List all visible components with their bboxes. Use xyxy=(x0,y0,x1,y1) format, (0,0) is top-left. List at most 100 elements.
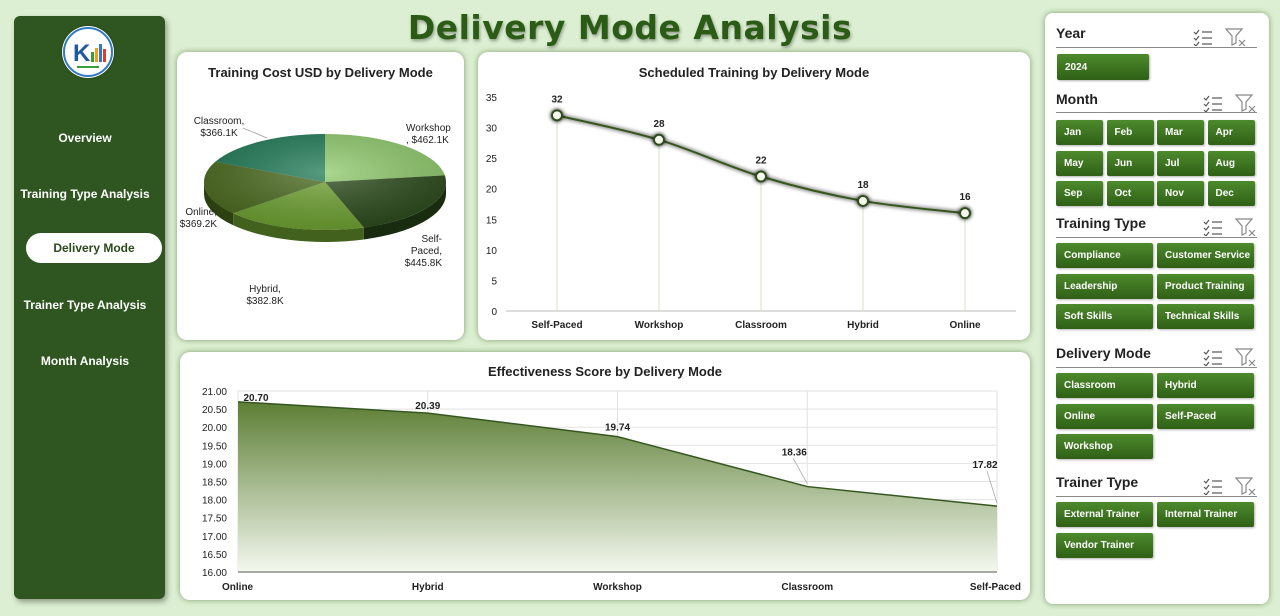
month-chip-nov[interactable]: Nov xyxy=(1157,181,1204,206)
training-type-slicer-title: Training Type xyxy=(1056,215,1146,231)
delivery-mode-chip-online[interactable]: Online xyxy=(1056,403,1153,429)
clear-filter-icon[interactable] xyxy=(1225,28,1247,46)
month-chip-may[interactable]: May xyxy=(1056,150,1103,176)
pie-data-label-line: $382.8K xyxy=(246,296,284,307)
pie-highlight xyxy=(204,134,446,230)
month-chip-jun[interactable]: Jun xyxy=(1106,150,1154,176)
svg-text:K: K xyxy=(73,40,91,67)
area-y-tick-label: 21.00 xyxy=(202,387,227,398)
pie-data-label-line: $366.1K xyxy=(200,128,238,139)
month-chip-apr[interactable]: Apr xyxy=(1207,120,1255,145)
training-type-chip-technical-skills[interactable]: Technical Skills xyxy=(1157,304,1254,329)
multi-select-icon[interactable] xyxy=(1203,94,1223,112)
trainer-type-slicer-title: Trainer Type xyxy=(1056,474,1139,490)
line-y-tick-label: 10 xyxy=(486,246,498,257)
line-x-tick-label-workshop: Workshop xyxy=(635,320,684,331)
month-chip-jul[interactable]: Jul xyxy=(1157,150,1204,176)
area-y-tick-label: 20.00 xyxy=(202,423,227,434)
nav-delivery-mode[interactable]: Delivery Mode xyxy=(26,233,162,263)
clear-filter-icon[interactable] xyxy=(1235,218,1257,236)
training-type-slicer-icons xyxy=(1203,218,1257,238)
trainer-type-chip-external-trainer[interactable]: External Trainer xyxy=(1056,502,1153,527)
pie-data-label-workshop: Workshop, $462.1K xyxy=(406,123,451,146)
training-type-chip-product-training[interactable]: Product Training xyxy=(1157,273,1254,299)
nav-trainer-type-analysis[interactable]: Trainer Type Analysis xyxy=(23,298,147,312)
area-chart-card: Effectiveness Score by Delivery Mode 16.… xyxy=(180,352,1030,600)
trainer-type-chip-internal-trainer[interactable]: Internal Trainer xyxy=(1157,502,1254,527)
area-y-tick-label: 16.00 xyxy=(202,568,227,579)
month-chip-aug[interactable]: Aug xyxy=(1207,150,1255,176)
line-data-label-workshop: 28 xyxy=(653,119,665,130)
delivery-mode-chip-hybrid[interactable]: Hybrid xyxy=(1157,373,1254,398)
area-y-tick-label: 19.50 xyxy=(202,441,227,452)
pie-slice-side-hybrid xyxy=(233,213,364,242)
nav-training-type-analysis[interactable]: Training Type Analysis xyxy=(20,187,150,201)
month-chip-jan[interactable]: Jan xyxy=(1056,120,1103,145)
area-y-tick-label: 20.50 xyxy=(202,405,227,416)
area-data-label-online: 20.70 xyxy=(243,393,268,404)
trainer-type-slicer-divider xyxy=(1056,496,1257,497)
year-slicer-divider xyxy=(1056,47,1257,48)
nav-overview[interactable]: Overview xyxy=(58,131,112,145)
delivery-mode-chip-workshop[interactable]: Workshop xyxy=(1056,434,1153,459)
area-y-tick-label: 17.50 xyxy=(202,514,227,525)
line-y-tick-label: 30 xyxy=(486,124,498,135)
line-point-classroom xyxy=(755,170,767,183)
pie-data-label-line: Online, xyxy=(185,207,217,218)
pie-data-label-line: Workshop xyxy=(406,123,451,134)
delivery-mode-slicer-icons xyxy=(1203,348,1257,368)
line-y-tick-label: 25 xyxy=(486,154,498,165)
line-data-label-hybrid: 18 xyxy=(857,180,869,191)
pie-chart: Workshop, $462.1K Self-Paced, $445.8K Hybri… xyxy=(180,116,452,307)
area-leader-line-classroom xyxy=(792,458,808,484)
pie-data-label-line: , $462.1K xyxy=(406,135,449,146)
pie-data-label-line: Self- xyxy=(421,234,442,245)
pie-data-label-self-paced: Self-Paced, $445.8K xyxy=(405,234,443,269)
line-point-hybrid xyxy=(857,194,869,207)
training-type-chip-leadership[interactable]: Leadership xyxy=(1056,273,1153,299)
company-logo: K xyxy=(62,26,114,78)
pie-data-label-line: Classroom, xyxy=(194,116,245,127)
area-y-tick-label: 16.50 xyxy=(202,550,227,561)
line-chart-title: Scheduled Training by Delivery Mode xyxy=(638,65,870,80)
month-chip-sep[interactable]: Sep xyxy=(1056,181,1103,206)
delivery-mode-chip-classroom[interactable]: Classroom xyxy=(1056,373,1153,398)
month-chip-mar[interactable]: Mar xyxy=(1157,120,1204,145)
area-y-tick-label: 19.00 xyxy=(202,459,227,470)
pie-data-label-online: Online, $369.2K xyxy=(180,207,218,230)
training-type-chip-compliance[interactable]: Compliance xyxy=(1056,243,1153,268)
pie-data-label-hybrid: Hybrid, $382.8K xyxy=(246,284,284,307)
multi-select-icon[interactable] xyxy=(1203,348,1223,366)
line-x-tick-label-self-paced: Self-Paced xyxy=(531,320,582,331)
training-type-chip-soft-skills[interactable]: Soft Skills xyxy=(1056,304,1153,329)
area-data-label-workshop: 19.74 xyxy=(605,423,630,434)
clear-filter-icon[interactable] xyxy=(1235,348,1257,366)
line-chart: 0 5 10 15 20 25 30 35 Self-Paced Workshop Classroo… xyxy=(486,93,1016,331)
area-chart-title: Effectiveness Score by Delivery Mode xyxy=(487,364,723,379)
area-chart: 16.00 16.50 17.00 17.50 18.00 18.50 19.00 19.50… xyxy=(202,387,1021,593)
training-type-chip-customer-service[interactable]: Customer Service xyxy=(1157,243,1254,268)
month-slicer-divider xyxy=(1056,112,1257,113)
nav-month-analysis[interactable]: Month Analysis xyxy=(40,354,130,368)
sidebar: K xyxy=(14,16,165,599)
year-chip-2024[interactable]: 2024 xyxy=(1057,54,1149,80)
multi-select-icon[interactable] xyxy=(1203,477,1223,495)
clear-filter-icon[interactable] xyxy=(1235,477,1257,495)
multi-select-icon[interactable] xyxy=(1193,28,1213,46)
pie-data-label-line: Paced, xyxy=(411,246,442,257)
month-chip-oct[interactable]: Oct xyxy=(1106,181,1154,206)
area-data-label-hybrid: 20.39 xyxy=(415,401,440,412)
trainer-type-slicer-icons xyxy=(1203,477,1257,497)
line-y-tick-label: 20 xyxy=(486,185,498,196)
delivery-mode-slicer-divider xyxy=(1056,367,1257,368)
multi-select-icon[interactable] xyxy=(1203,218,1223,236)
month-chip-feb[interactable]: Feb xyxy=(1106,120,1154,145)
trainer-type-chip-vendor-trainer[interactable]: Vendor Trainer xyxy=(1056,532,1153,558)
month-slicer-icons xyxy=(1203,94,1257,114)
line-y-tick-label: 15 xyxy=(486,215,498,226)
line-data-label-classroom: 22 xyxy=(755,155,767,166)
clear-filter-icon[interactable] xyxy=(1235,94,1257,112)
month-chip-dec[interactable]: Dec xyxy=(1207,181,1255,206)
delivery-mode-chip-self-paced[interactable]: Self-Paced xyxy=(1157,403,1254,429)
area-y-tick-label: 18.00 xyxy=(202,496,227,507)
